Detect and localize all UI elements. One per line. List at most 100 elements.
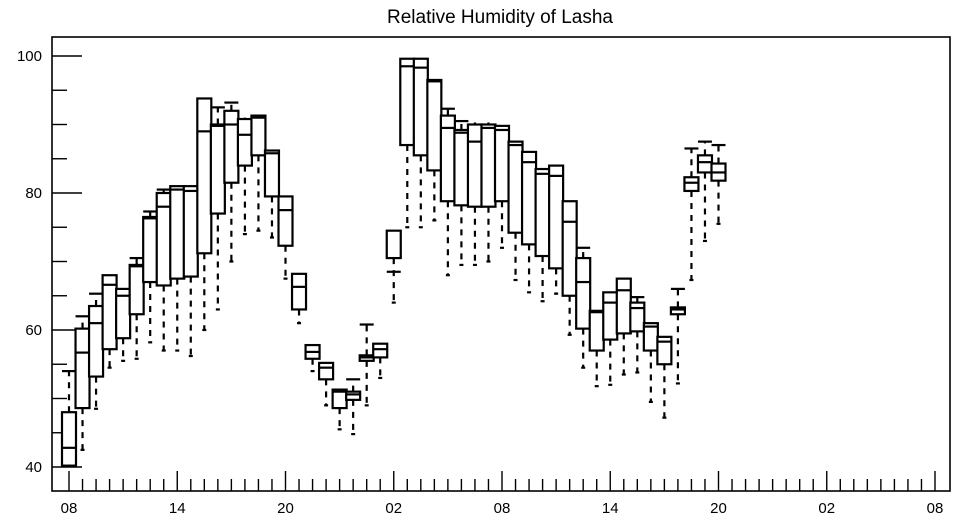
x-tick-label: 20 (277, 500, 294, 517)
iqr-box (317, 361, 335, 381)
x-tick-label: 20 (710, 500, 727, 517)
box-item (115, 287, 132, 362)
box-item (304, 343, 321, 373)
box-item (345, 378, 362, 436)
iqr-box (236, 117, 254, 167)
box-item (453, 119, 470, 267)
iqr-box (60, 411, 78, 467)
iqr-box (656, 335, 673, 366)
iqr-box (412, 57, 429, 157)
x-tick-label: 02 (385, 500, 402, 517)
box-item (277, 195, 294, 280)
iqr-box (74, 327, 91, 410)
iqr-box (588, 309, 605, 352)
iqr-box (683, 176, 700, 193)
box-item (223, 101, 240, 263)
box-item (615, 277, 632, 376)
box-item (426, 78, 443, 222)
box-item (236, 117, 254, 236)
iqr-box (87, 304, 105, 378)
iqr-box (602, 291, 619, 341)
iqr-box (615, 277, 632, 335)
box-item (466, 122, 484, 267)
chart-title: Relative Humidity of Lasha (387, 7, 613, 28)
box-item (169, 185, 186, 352)
box-item (642, 322, 659, 404)
iqr-box (399, 57, 416, 147)
box-item (548, 164, 565, 295)
box-item (155, 188, 172, 352)
box-item (372, 342, 389, 380)
box-item (534, 167, 551, 303)
box-item (331, 388, 348, 431)
iqr-box (345, 390, 362, 401)
box-item (399, 57, 416, 229)
box-item (317, 361, 335, 407)
iqr-box (196, 97, 213, 255)
iqr-box (209, 123, 226, 215)
iqr-box (250, 114, 267, 157)
box-series (60, 57, 727, 467)
iqr-box (277, 195, 294, 247)
x-tick-label: 08 (61, 500, 78, 517)
box-item (385, 229, 402, 304)
iqr-box (372, 342, 389, 359)
box-item (142, 210, 159, 344)
y-tick-label: 80 (25, 185, 42, 202)
y-tick-label: 40 (25, 459, 42, 476)
iqr-box (128, 263, 145, 316)
y-axis: 40 60 80 100 (17, 48, 82, 476)
box-item (358, 323, 375, 407)
box-item (656, 335, 673, 419)
iqr-box (629, 301, 646, 333)
iqr-box (453, 128, 470, 207)
iqr-box (223, 109, 240, 184)
iqr-box (101, 274, 118, 351)
iqr-box (480, 123, 497, 208)
box-item (507, 140, 524, 282)
iqr-box (493, 124, 511, 203)
x-tick-label: 08 (927, 500, 944, 517)
box-item (128, 256, 145, 360)
box-item (493, 124, 511, 249)
box-item (683, 147, 700, 282)
iqr-box (290, 272, 308, 311)
box-item (182, 185, 199, 358)
iqr-box (561, 200, 578, 297)
y-tick-label: 100 (17, 48, 42, 65)
iqr-box (534, 167, 551, 258)
x-tick-label: 14 (169, 500, 186, 517)
box-item (480, 122, 497, 263)
x-tick-label: 14 (602, 500, 619, 517)
box-item (74, 315, 91, 451)
iqr-box (142, 215, 159, 284)
box-item (87, 292, 105, 410)
box-item (209, 106, 226, 311)
box-item (588, 309, 605, 388)
plot-frame (51, 36, 951, 492)
iqr-box (548, 164, 565, 270)
iqr-box (507, 140, 524, 234)
box-item (250, 114, 267, 232)
iqr-box (466, 123, 484, 208)
box-item (60, 370, 78, 467)
iqr-box (385, 229, 402, 260)
box-item (412, 57, 429, 229)
x-axis: 08 14 20 02 08 14 20 02 08 (61, 471, 944, 517)
iqr-box (575, 256, 592, 330)
box-item (696, 140, 714, 243)
iqr-box (263, 149, 281, 198)
iqr-box (182, 185, 199, 278)
box-item (629, 296, 646, 374)
iqr-box (669, 306, 687, 316)
y-tick-label: 60 (25, 322, 42, 339)
iqr-box (169, 185, 186, 280)
box-item (575, 246, 592, 369)
box-item (439, 107, 456, 277)
x-tick-label: 08 (494, 500, 511, 517)
box-item (290, 272, 308, 325)
box-item (263, 149, 281, 239)
iqr-box (426, 78, 443, 172)
